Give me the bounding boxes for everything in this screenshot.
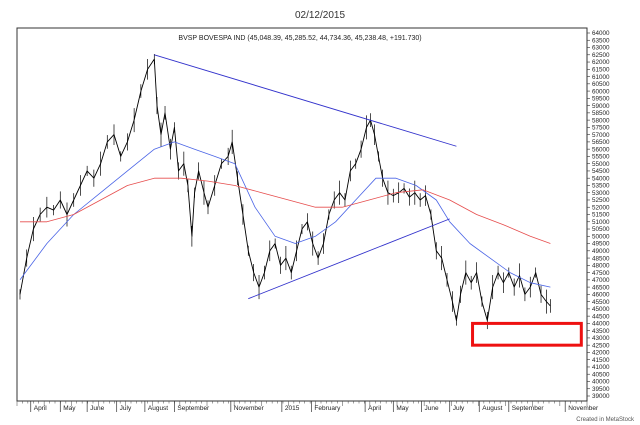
y-tick-label: 58000 [592,117,610,124]
y-tick-label: 41500 [592,357,610,364]
x-tick-label: May [396,405,409,412]
x-tick-label: May [63,405,76,412]
y-tick-label: 54500 [592,168,610,175]
y-tick-label: 55500 [592,154,610,161]
y-tick-label: 60000 [592,88,610,95]
support-zone-box [471,321,583,347]
y-tick-label: 59000 [592,103,610,110]
x-tick-label: November [234,405,265,412]
y-tick-label: 43500 [592,328,610,335]
x-tick-label: July [453,405,465,412]
y-tick-label: 39500 [592,386,610,393]
x-tick-label: April [34,405,48,412]
y-tick-label: 46000 [592,292,610,299]
y-tick-label: 48500 [592,255,610,262]
y-tick-label: 50000 [592,233,610,240]
trendline [248,218,450,300]
y-tick-label: 42500 [592,342,610,349]
x-tick-label: September [512,405,545,412]
y-tick-label: 47500 [592,270,610,277]
y-tick-label: 62000 [592,59,610,66]
y-tick-label: 50500 [592,226,610,233]
y-tick-label: 54000 [592,175,610,182]
y-tick-label: 41000 [592,364,610,371]
chart-title: BVSP BOVESPA IND (45,048.39, 45,285.52, … [178,35,421,42]
y-tick-label: 51500 [592,212,610,219]
y-tick-label: 45500 [592,299,610,306]
y-tick-label: 60500 [592,81,610,88]
y-tick-label: 51000 [592,219,610,226]
y-tick-label: 39000 [592,393,610,400]
x-tick-label: November [568,405,599,412]
y-tick-label: 56000 [592,146,610,153]
x-tick-label: September [177,405,210,412]
y-tick-label: 40500 [592,371,610,378]
y-tick-label: 57500 [592,125,610,132]
y-tick-label: 62500 [592,52,610,59]
y-tick-label: 42000 [592,350,610,357]
y-tick-label: 43000 [592,335,610,342]
y-tick-label: 61000 [592,74,610,81]
y-tick-label: 64000 [592,30,610,37]
y-tick-label: 58500 [592,110,610,117]
y-tick-label: 49500 [592,241,610,248]
y-tick-label: 63000 [592,45,610,52]
y-tick-label: 52500 [592,197,610,204]
y-tick-label: 59500 [592,96,610,103]
short-moving-average-series [19,141,551,288]
y-tick-label: 56500 [592,139,610,146]
trendline [154,54,457,147]
series-layer [19,54,551,330]
y-tick-label: 40000 [592,379,610,386]
y-tick-label: 61500 [592,67,610,74]
y-tick-label: 53500 [592,183,610,190]
y-tick-label: 55000 [592,161,610,168]
y-tick-label: 47000 [592,277,610,284]
y-tick-label: 49000 [592,248,610,255]
plot-area [16,27,588,402]
y-tick-label: 44500 [592,313,610,320]
chart-date: 02/12/2015 [294,10,346,21]
y-tick-label: 44000 [592,321,610,328]
x-tick-label: August [482,405,502,412]
y-tick-label: 46500 [592,284,610,291]
y-tick-label: 52000 [592,204,610,211]
x-tick-label: June [425,405,439,412]
x-tick-label: 2015 [285,405,300,412]
annotation-layer [154,54,583,347]
x-tick-label: July [120,405,132,412]
x-axis: April May June July August September November 2… [16,401,599,412]
y-tick-label: 45000 [592,306,610,313]
y-axis: 3900039500400004050041000415004200042500… [587,30,610,400]
y-tick-label: 53000 [592,190,610,197]
credit-text: Created in MetaStock [576,417,634,423]
long-moving-average-series [20,177,551,244]
y-tick-label: 57000 [592,132,610,139]
x-tick-label: February [314,405,341,412]
x-tick-label: April [368,405,382,412]
x-tick-label: June [90,405,104,412]
y-tick-label: 48000 [592,263,610,270]
y-tick-label: 63500 [592,37,610,44]
x-tick-label: August [148,405,168,412]
